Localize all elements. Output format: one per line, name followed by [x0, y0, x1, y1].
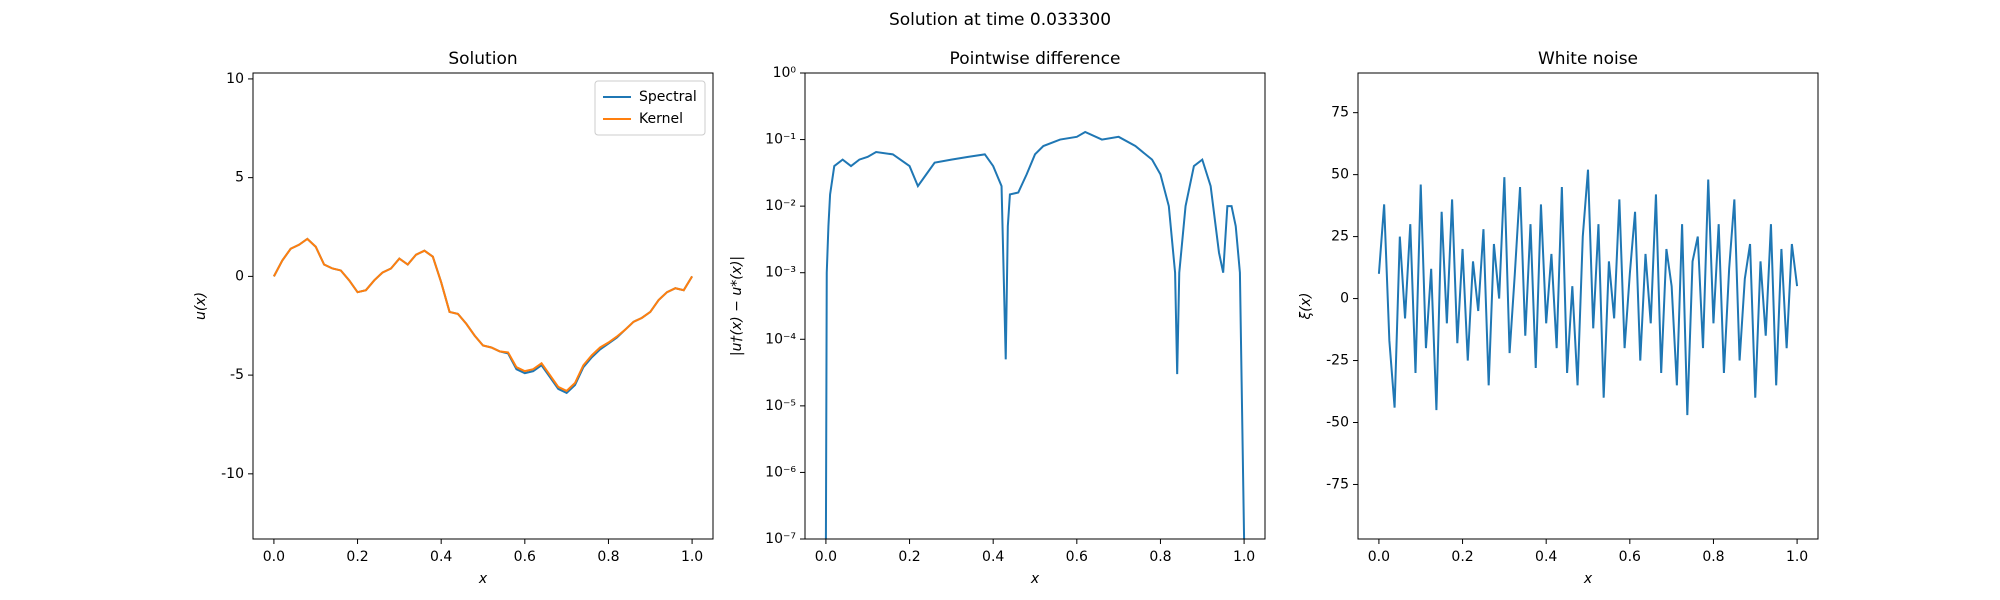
legend-box — [594, 80, 706, 136]
y-tick-label: 10⁻⁴ — [765, 331, 796, 347]
x-tick-label: 0.2 — [346, 549, 368, 565]
x-tick-label: 0.4 — [430, 549, 452, 565]
y-tick-label: -75 — [1326, 476, 1349, 492]
x-tick-label: 0.2 — [898, 549, 920, 565]
y-tick-label: 0 — [1340, 291, 1349, 307]
axes-frame — [804, 72, 1266, 540]
x-tick-label: 0.6 — [1619, 549, 1641, 565]
x-tick-label: 0.4 — [1535, 549, 1557, 565]
x-tick-label: 1.0 — [681, 549, 703, 565]
x-tick-label: 0.0 — [815, 549, 837, 565]
y-tick-label: 10⁻³ — [765, 265, 796, 281]
series-line — [1377, 169, 1799, 416]
y-axis-label: |u†(x) − u*(x)| — [729, 256, 745, 356]
x-axis-label: x — [1030, 571, 1040, 587]
x-tick-label: 0.6 — [514, 549, 536, 565]
x-tick-label: 0.2 — [1451, 549, 1473, 565]
figure-title: Solution at time 0.033300 — [889, 10, 1111, 30]
x-tick-label: 0.6 — [1066, 549, 1088, 565]
axes-title: Solution — [448, 49, 517, 69]
y-tick-label: 10⁻⁶ — [765, 464, 796, 480]
x-tick-label: 0.8 — [1149, 549, 1171, 565]
x-tick-label: 0.0 — [263, 549, 285, 565]
legend-label: Spectral — [639, 89, 697, 105]
plot-area — [273, 237, 693, 395]
x-tick-label: 0.4 — [982, 549, 1004, 565]
y-tick-label: 10⁻² — [765, 198, 796, 214]
y-tick-label: -5 — [230, 367, 244, 383]
x-tick-label: 0.8 — [1702, 549, 1724, 565]
series-line — [273, 237, 693, 393]
legend-label: Kernel — [639, 111, 683, 127]
y-tick-label: 10⁻⁵ — [765, 398, 796, 414]
y-tick-label: 10⁻¹ — [765, 132, 796, 148]
y-axis-label: ξ(x) — [1298, 292, 1314, 320]
axes-title: White noise — [1538, 49, 1638, 69]
series-line — [824, 130, 1246, 539]
y-tick-label: 5 — [235, 170, 244, 186]
y-tick-label: 75 — [1331, 105, 1349, 121]
y-tick-label: 10⁻⁷ — [765, 531, 796, 547]
x-axis-label: x — [1583, 571, 1593, 587]
y-tick-label: 50 — [1331, 167, 1349, 183]
x-axis-label: x — [478, 571, 488, 587]
axes-frame — [252, 72, 714, 540]
x-tick-label: 1.0 — [1233, 549, 1255, 565]
y-tick-label: -10 — [221, 466, 244, 482]
y-tick-label: 10⁰ — [773, 65, 797, 81]
y-tick-label: -25 — [1326, 353, 1349, 369]
plot-area — [1377, 169, 1799, 416]
x-tick-label: 0.8 — [597, 549, 619, 565]
y-tick-label: -50 — [1326, 415, 1349, 431]
axes-frame — [1357, 72, 1819, 540]
y-tick-label: 25 — [1331, 229, 1349, 245]
x-tick-label: 0.0 — [1368, 549, 1390, 565]
plot-area — [824, 130, 1246, 539]
axes-title: Pointwise difference — [950, 49, 1121, 69]
y-axis-label: u(x) — [193, 292, 209, 320]
y-tick-label: 0 — [235, 268, 244, 284]
y-tick-label: 10 — [226, 71, 244, 87]
x-tick-label: 1.0 — [1786, 549, 1808, 565]
